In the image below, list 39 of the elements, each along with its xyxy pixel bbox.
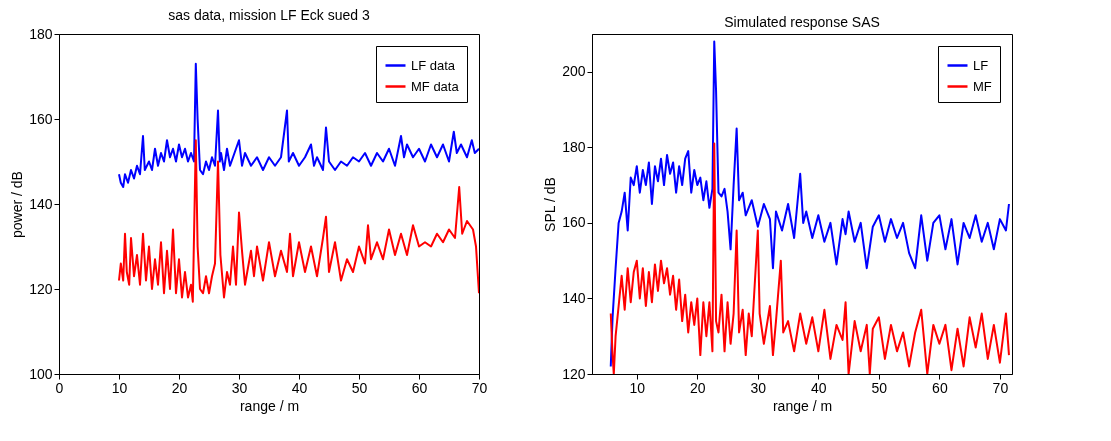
chart-title: sas data, mission LF Eck sued 3 (168, 7, 370, 23)
legend-label: MF (973, 78, 992, 94)
y-tick-label: 120 (562, 365, 586, 382)
y-tick-label: 140 (562, 289, 586, 306)
x-tick-label: 50 (871, 379, 888, 396)
y-tick-label: 160 (562, 214, 586, 231)
x-tick-label: 60 (411, 379, 428, 396)
y-tick-label: 180 (562, 138, 586, 155)
x-tick-label: 30 (231, 379, 248, 396)
y-tick-label: 200 (562, 63, 586, 80)
x-tick-label: 10 (629, 379, 646, 396)
line-series (609, 40, 1010, 368)
x-tick-label: 70 (992, 379, 1009, 396)
line-series (609, 142, 1010, 374)
legend-label: MF data (411, 78, 460, 94)
x-axis-title: range / m (772, 397, 833, 414)
x-tick-label: 40 (291, 379, 308, 396)
x-tick-label: 60 (932, 379, 948, 396)
x-tick-label: 10 (111, 379, 128, 396)
y-tick-label: 160 (29, 110, 53, 127)
y-axis-title: power / dB (9, 171, 26, 238)
y-tick-label: 140 (29, 195, 53, 212)
x-tick-label: 70 (471, 379, 488, 396)
x-tick-label: 40 (811, 379, 827, 396)
x-tick-label: 50 (351, 379, 368, 396)
x-tick-label: 0 (55, 379, 64, 396)
y-axis-title: SPL / dB (542, 177, 559, 232)
line-series (118, 62, 479, 188)
chart-title: Simulated response SAS (724, 14, 880, 30)
x-tick-label: 20 (690, 379, 706, 396)
legend-label: LF (973, 57, 989, 73)
x-axis-title: range / m (239, 397, 300, 414)
y-tick-label: 100 (29, 365, 53, 382)
x-tick-label: 30 (750, 379, 767, 396)
y-tick-label: 120 (29, 280, 53, 297)
x-tick-label: 20 (171, 379, 188, 396)
y-tick-label: 180 (29, 25, 53, 42)
line-series (118, 139, 479, 303)
legend-label: LF data (411, 57, 456, 73)
